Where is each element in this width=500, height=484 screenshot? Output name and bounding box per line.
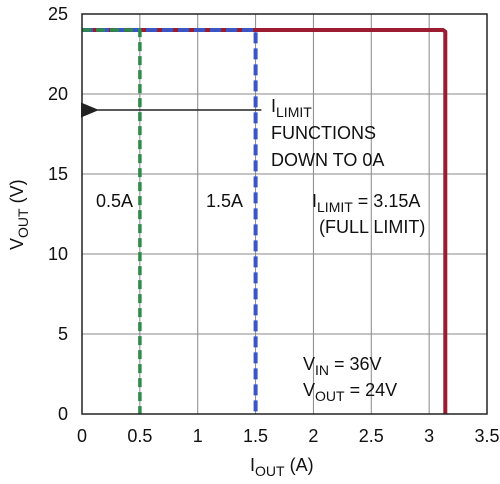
series-line-limit-0-5 [82, 28, 142, 414]
x-tick-label-3: 1.5 [243, 426, 268, 446]
annotation-down-to-0a: DOWN TO 0A [271, 150, 384, 170]
y-axis-label: VOUT (V) [7, 179, 31, 250]
x-tick-label-1: 0.5 [127, 426, 152, 446]
y-tick-label-1: 5 [58, 324, 68, 344]
y-tick-label-3: 15 [48, 164, 68, 184]
x-tick-label-0: 0 [77, 426, 87, 446]
annotation-ilimit: ILIMIT [271, 96, 312, 120]
x-tick-label-6: 3 [424, 426, 434, 446]
annotation-functions: FUNCTIONS [271, 123, 376, 143]
label-0-5a: 0.5A [96, 191, 133, 211]
label-full-limit-value: ILIMIT = 3.15A [312, 191, 420, 215]
label-full-limit: (FULL LIMIT) [319, 217, 425, 237]
series-line-limit-1-5 [82, 28, 258, 414]
condition-vin: VIN = 36V [303, 354, 382, 378]
label-1-5a: 1.5A [206, 191, 243, 211]
y-tick-label-5: 25 [48, 4, 68, 24]
plot-area-border [81, 13, 488, 415]
tick-labels: 0 0.5 1 1.5 2 2.5 3 3.5 0 5 10 15 20 25 [48, 4, 500, 446]
grid [82, 14, 487, 414]
y-tick-label-0: 0 [58, 404, 68, 424]
condition-vout: VOUT = 24V [303, 380, 397, 404]
x-tick-label-4: 2 [308, 426, 318, 446]
y-tick-label-4: 20 [48, 84, 68, 104]
x-axis-label: IOUT (A) [250, 455, 314, 479]
x-tick-label-5: 2.5 [359, 426, 384, 446]
x-tick-label-7: 3.5 [474, 426, 499, 446]
series-line-full-limit [82, 28, 448, 414]
x-tick-label-2: 1 [193, 426, 203, 446]
series-group [82, 28, 448, 414]
y-tick-label-2: 10 [48, 244, 68, 264]
